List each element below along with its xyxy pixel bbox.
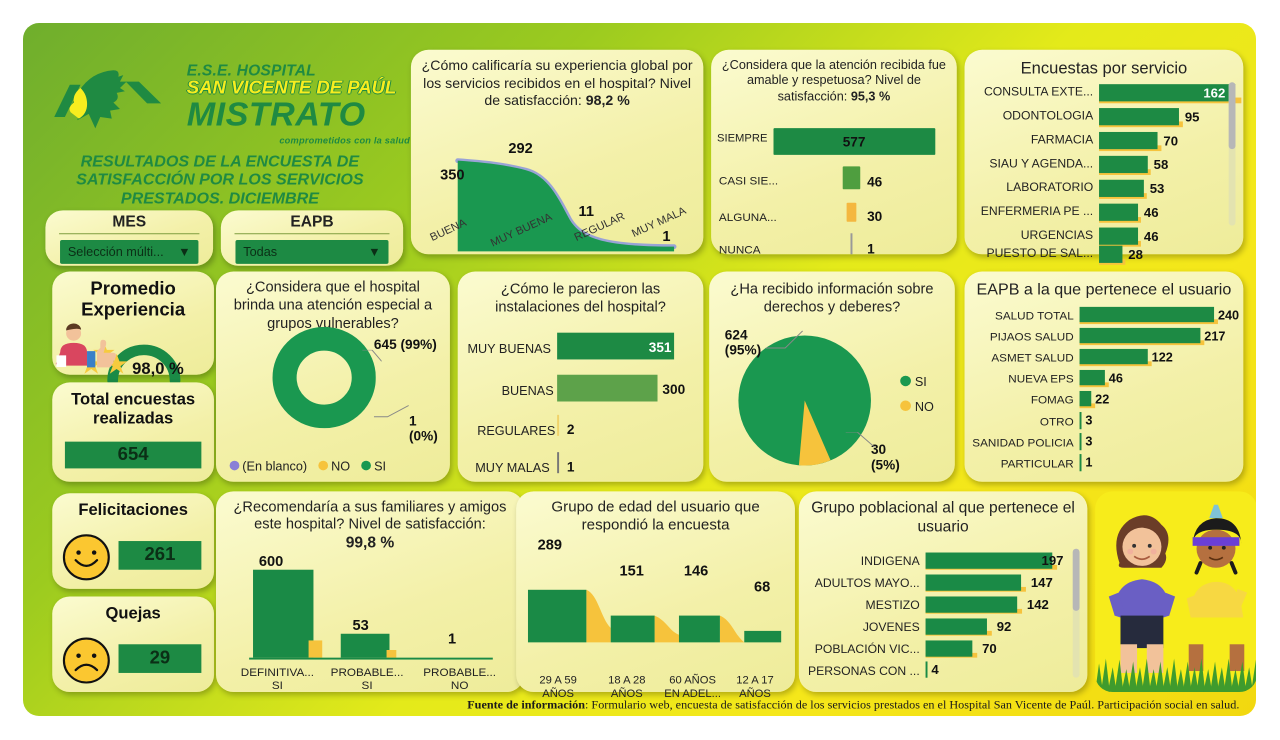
svg-text:350: 350 bbox=[440, 168, 464, 184]
svg-text:292: 292 bbox=[508, 141, 532, 157]
svg-text:11: 11 bbox=[579, 204, 594, 220]
svg-text:1: 1 bbox=[662, 229, 670, 245]
